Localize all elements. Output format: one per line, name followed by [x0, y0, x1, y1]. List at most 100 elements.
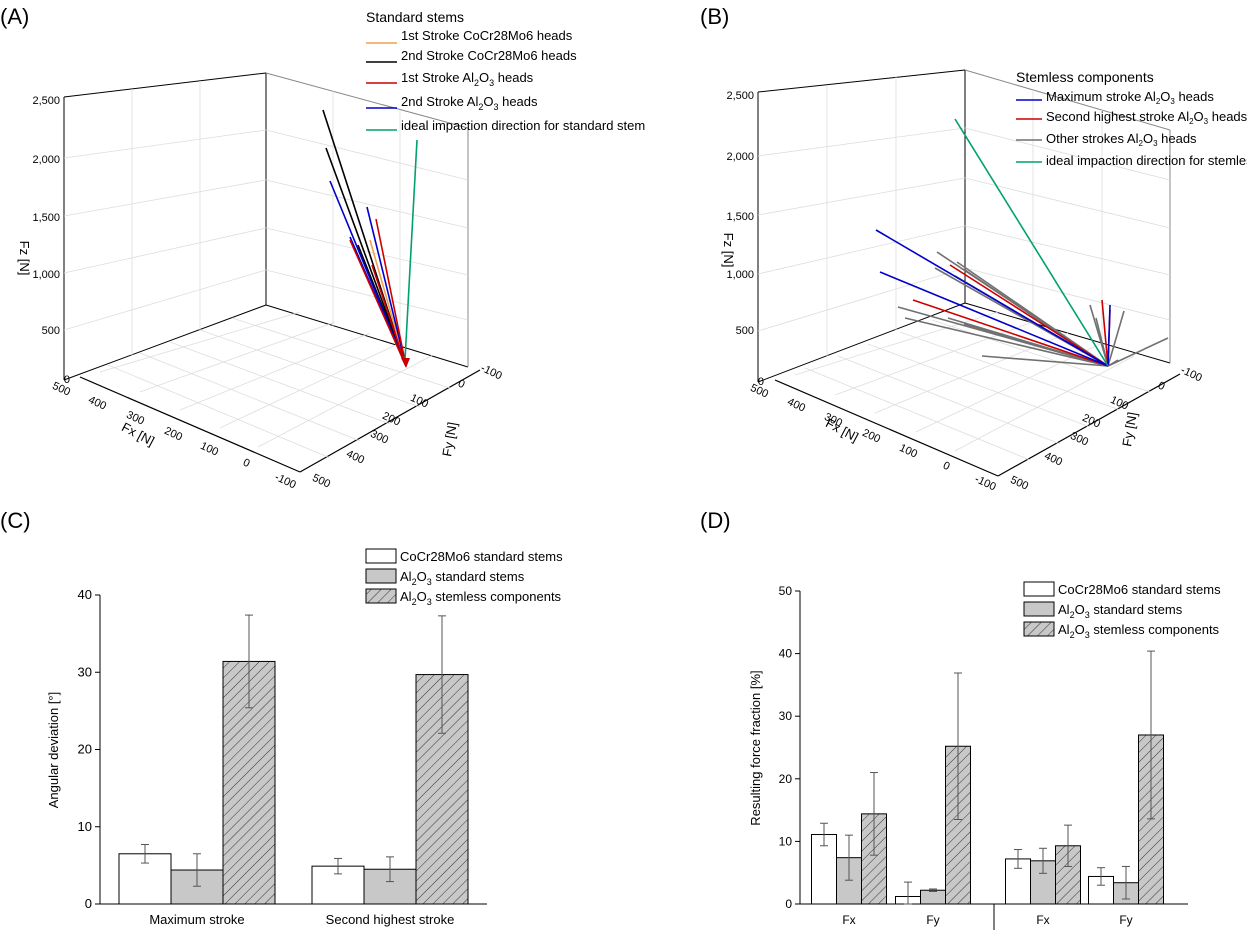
y-tick-label: 40 — [78, 587, 92, 602]
chart-b-x-ticks: 500 400 300 200 100 0 -100 — [748, 382, 997, 493]
panel-label-c: (C) — [0, 508, 31, 533]
legend-title: Stemless components — [1016, 69, 1154, 85]
chart-c-bars — [118, 614, 469, 905]
z-tick: 1,000 — [726, 269, 754, 281]
x-tick: 100 — [198, 440, 220, 459]
legend-item-al2o3-standard: Al2O3 standard stems — [1058, 602, 1183, 620]
x-tick: 200 — [162, 425, 184, 444]
y-tick: 100 — [408, 392, 430, 411]
legend-item-2nd-stroke-al2o3: 2nd Stroke Al2O3 heads — [401, 94, 538, 112]
chart-a-z-ticks: 2,500 2,000 1,500 1,000 500 0 — [32, 95, 70, 386]
z-tick: 1,000 — [32, 269, 60, 281]
vector-other-strokes — [981, 355, 1109, 367]
chart-a-vectors — [322, 109, 418, 368]
panel-label-d: (D) — [700, 508, 731, 533]
y-tick-label: 0 — [85, 896, 92, 911]
x-tick: 200 — [860, 427, 882, 446]
x-tick: 100 — [897, 442, 919, 461]
chart-b-z-label: Fz [N] — [721, 233, 736, 268]
chart-b-vectors — [875, 118, 1169, 367]
legend-item-1st-stroke-cocr: 1st Stroke CoCr28Mo6 heads — [401, 28, 573, 43]
vector-maximum-stroke — [875, 229, 1109, 367]
chart-c-y-label: Angular deviation [°] — [46, 692, 61, 809]
chart-a-legend: Standard stems 1st Stroke CoCr28Mo6 head… — [366, 9, 645, 133]
y-tick-label: 0 — [785, 897, 792, 911]
chart-b-z-ticks: 2,500 2,000 1,500 1,000 500 0 — [726, 90, 764, 388]
x-tick: 0 — [241, 457, 252, 470]
vector-1st-stroke-al2o3 — [349, 239, 407, 367]
chart-b: 2,500 2,000 1,500 1,000 500 0 500 400 30… — [721, 69, 1247, 493]
vector-second-highest-stroke — [1101, 299, 1109, 367]
vector-2nd-stroke-al2o3 — [366, 206, 407, 367]
chart-a-z-label: Fz [N] — [17, 241, 32, 276]
y-tick-label: 30 — [78, 664, 92, 679]
vector-maximum-stroke — [1107, 304, 1111, 367]
y-tick: -100 — [479, 362, 504, 382]
chart-b-legend: Stemless components Maximum stroke Al2O3… — [1016, 69, 1247, 168]
legend-item-al2o3-stemless: Al2O3 stemless components — [1058, 622, 1220, 640]
y-tick: 500 — [310, 472, 332, 491]
category-label: Second highest stroke — [326, 912, 455, 927]
legend-item-1st-stroke-al2o3: 1st Stroke Al2O3 heads — [401, 70, 534, 88]
chart-a-box — [63, 72, 481, 473]
y-tick-label: 40 — [779, 647, 793, 661]
panel-label-b: (B) — [700, 4, 729, 29]
x-tick: 400 — [86, 394, 108, 413]
vector-2nd-stroke-cocr — [325, 147, 407, 367]
vector-other-strokes — [1107, 359, 1119, 367]
chart-c-y-ticks: 0 10 20 30 40 — [78, 587, 100, 911]
legend-item-2nd-stroke-cocr: 2nd Stroke CoCr28Mo6 heads — [401, 48, 577, 63]
chart-c-categories: Maximum stroke Second highest stroke — [149, 912, 454, 927]
chart-c: 0 10 20 30 40 Maximum stroke Second highest s… — [46, 548, 563, 927]
x-tick: 400 — [785, 396, 807, 415]
category-label: Fx — [842, 913, 855, 927]
vector-ideal-stemless — [954, 118, 1109, 367]
legend-item-second-highest-stroke: Second highest stroke Al2O3 heads — [1046, 109, 1247, 126]
y-tick: 0 — [456, 378, 467, 391]
chart-a-grid — [63, 81, 469, 459]
vector-1st-stroke-al2o3 — [371, 264, 407, 367]
chart-a-y-label: Fy [N] — [439, 421, 460, 458]
vector-other-strokes — [963, 323, 1109, 367]
legend-item-ideal-stemless: ideal impaction direction for stemless — [1046, 153, 1247, 168]
y-tick: 300 — [368, 428, 390, 447]
y-tick: 400 — [1042, 450, 1064, 469]
z-tick: 2,000 — [726, 151, 754, 163]
chart-a: 2,500 2,000 1,500 1,000 500 0 500 400 30… — [17, 9, 645, 491]
x-tick: -100 — [973, 473, 998, 493]
chart-d-categories: Fx Fy Fx Fy — [842, 913, 1132, 927]
panel-label-a: (A) — [0, 4, 29, 29]
z-tick: 0 — [758, 376, 764, 388]
chart-d: 0 10 20 30 40 50 Fx Fy Fx Fy Resulting force fra… — [748, 581, 1221, 930]
y-tick: 100 — [1108, 394, 1130, 413]
category-label: Fx — [1036, 913, 1049, 927]
vector-1st-stroke-al2o3 — [375, 218, 407, 367]
y-tick: 0 — [1156, 380, 1167, 393]
z-tick: 500 — [736, 325, 754, 337]
legend-item-al2o3-stemless: Al2O3 stemless components — [400, 589, 562, 607]
vector-other-strokes — [1107, 310, 1125, 367]
chart-d-y-ticks: 0 10 20 30 40 50 — [779, 584, 800, 911]
x-tick: 0 — [941, 460, 952, 473]
vector-other-strokes — [1095, 317, 1109, 367]
z-tick: 1,500 — [726, 211, 754, 223]
category-label: Fy — [926, 913, 939, 927]
x-tick: -100 — [273, 471, 298, 491]
z-tick: 2,500 — [32, 95, 60, 107]
chart-d-legend: CoCr28Mo6 standard stems Al2O3 standard … — [1023, 581, 1221, 640]
vector-ideal-standard — [404, 139, 418, 361]
chart-d-bars — [811, 650, 1164, 905]
y-tick-label: 20 — [779, 772, 793, 786]
vector-other-strokes — [904, 317, 1109, 367]
y-tick: 200 — [380, 410, 402, 429]
y-tick: 400 — [344, 448, 366, 467]
y-tick-label: 20 — [78, 742, 92, 757]
legend-item-cocr-standard: CoCr28Mo6 standard stems — [400, 549, 563, 564]
chart-c-legend: CoCr28Mo6 standard stems Al2O3 standard … — [365, 548, 563, 607]
chart-a-y-ticks: -100 0 100 200 300 400 500 — [310, 362, 503, 490]
chart-b-y-label: Fy [N] — [1119, 411, 1140, 448]
legend-title: Standard stems — [366, 9, 464, 25]
category-label: Maximum stroke — [149, 912, 244, 927]
z-tick: 2,000 — [32, 154, 60, 166]
